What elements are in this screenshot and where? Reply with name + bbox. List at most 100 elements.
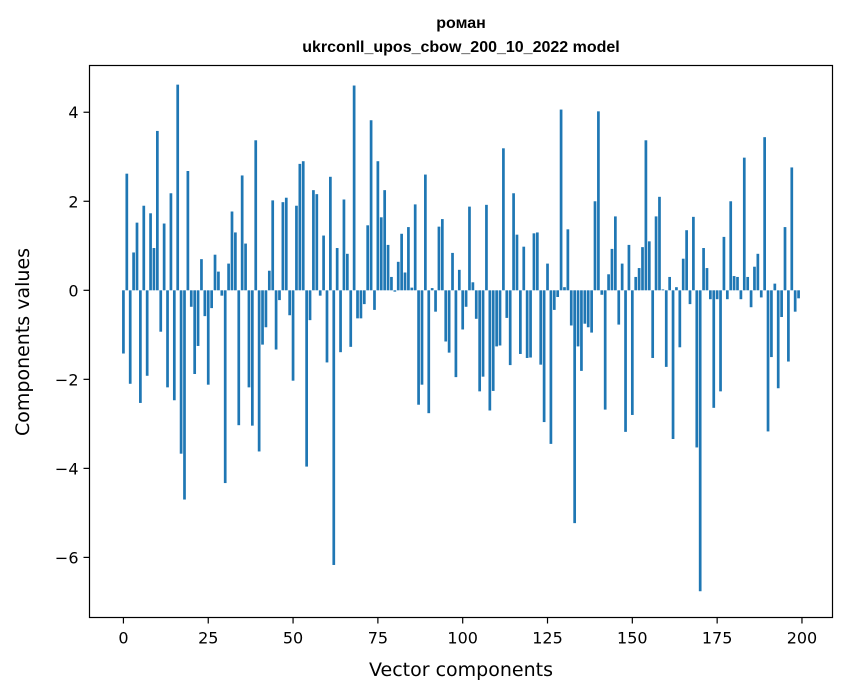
bar (349, 290, 353, 347)
bar (692, 216, 695, 291)
bar (240, 175, 244, 291)
bar (671, 290, 675, 439)
bar (166, 290, 169, 388)
bar (603, 290, 607, 410)
bar (305, 290, 308, 467)
bar (763, 137, 766, 291)
bar (478, 290, 482, 392)
bar (230, 211, 234, 291)
bar (522, 246, 526, 291)
bar (576, 290, 580, 347)
bar (569, 290, 573, 326)
x-axis-label: Vector components (369, 659, 553, 681)
bar (362, 290, 366, 305)
bar (607, 274, 610, 291)
bar (722, 236, 726, 291)
bar (315, 194, 319, 291)
bar (322, 235, 325, 291)
bar (451, 252, 454, 291)
bar (556, 290, 560, 297)
bar (624, 290, 627, 432)
bar (549, 290, 553, 444)
bar (213, 254, 217, 291)
bar (702, 248, 705, 291)
bar (410, 287, 414, 291)
bar (776, 290, 780, 389)
bar (440, 219, 444, 291)
bar (580, 290, 583, 371)
bar (485, 204, 488, 291)
bar (644, 140, 648, 291)
bar (559, 109, 563, 291)
bar (780, 290, 783, 318)
bar (186, 171, 190, 291)
bar (308, 290, 312, 321)
bar (193, 290, 197, 374)
bar (474, 290, 478, 319)
bar (420, 290, 424, 385)
bar (647, 241, 651, 291)
bar (787, 290, 790, 362)
bar (535, 232, 539, 291)
bar (135, 222, 139, 291)
bar (491, 290, 495, 391)
plot-frame (88, 64, 834, 619)
bar (427, 290, 431, 414)
bar (356, 290, 359, 319)
bar (345, 253, 349, 291)
bar (464, 290, 468, 307)
bar (678, 290, 682, 348)
bar (295, 205, 298, 291)
bar (312, 190, 315, 291)
y-axis-label: Components values (12, 248, 34, 436)
bar (668, 276, 671, 291)
bar (481, 290, 485, 377)
bar (729, 201, 733, 291)
x-tick-label: 125 (532, 629, 563, 648)
bar (444, 290, 448, 342)
y-tick-label: 4 (68, 103, 78, 122)
bar-series (122, 84, 800, 592)
chart-subtitle: ukrconll_upos_cbow_200_10_2022 model (302, 39, 619, 56)
bar (437, 226, 441, 291)
x-tick-label: 50 (283, 629, 303, 648)
bar (125, 173, 129, 291)
bar (254, 140, 258, 291)
bar (783, 227, 787, 291)
bar (393, 290, 397, 292)
bar (610, 248, 614, 291)
bar (122, 290, 125, 354)
bar (132, 252, 135, 291)
bar (264, 290, 268, 328)
bar (742, 157, 746, 291)
bar (386, 244, 390, 291)
bar (675, 287, 678, 291)
bar (495, 290, 498, 347)
y-tick-label: 2 (68, 192, 78, 211)
bar (770, 290, 773, 358)
bar (159, 290, 163, 332)
bar (237, 290, 241, 426)
bar (753, 266, 756, 291)
bar (705, 268, 709, 291)
bar (563, 287, 566, 291)
bar (593, 201, 597, 291)
bar (407, 227, 410, 291)
bar (369, 120, 373, 291)
bar (196, 290, 200, 346)
bar (461, 290, 465, 330)
bar (468, 206, 471, 291)
bar (532, 233, 536, 291)
bar (630, 290, 634, 415)
bar (366, 225, 370, 291)
bar (573, 290, 577, 524)
bar (189, 290, 193, 307)
bar (257, 290, 261, 452)
bar (298, 163, 302, 291)
bar (176, 84, 180, 291)
bar (597, 111, 600, 291)
bar (335, 248, 339, 291)
bar (627, 244, 631, 291)
bar (715, 290, 719, 300)
bar (234, 232, 237, 291)
